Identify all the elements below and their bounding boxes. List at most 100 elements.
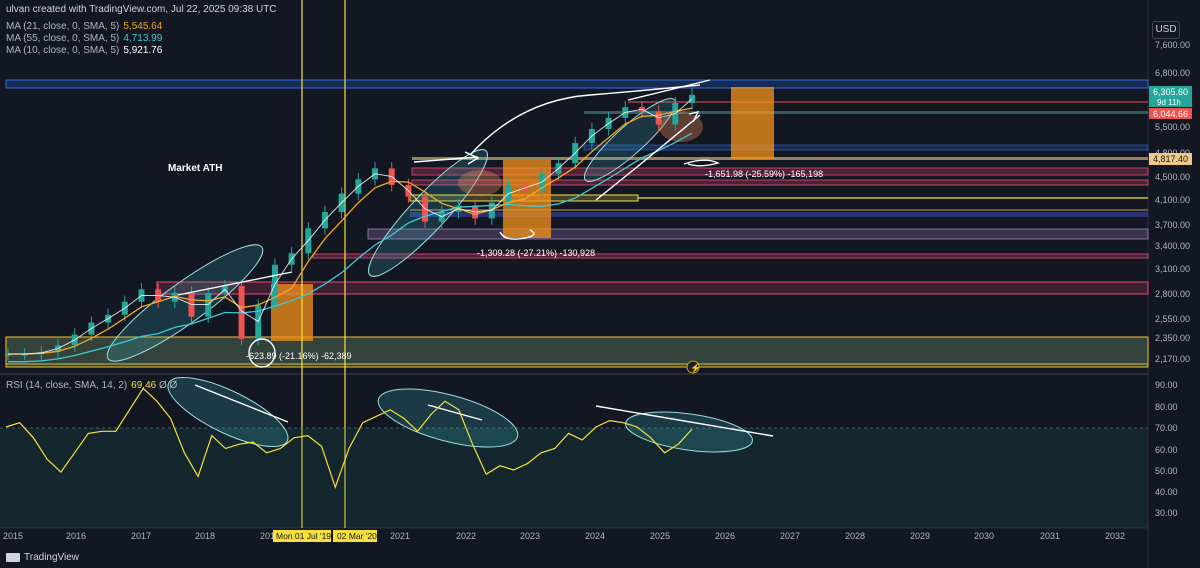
- drawing-arrow-head[interactable]: [464, 151, 480, 165]
- drawing-line-2025[interactable]: [627, 79, 711, 101]
- level-price-value: 4,817.40: [1153, 154, 1188, 164]
- time-tick-partial: 201: [260, 531, 275, 541]
- time-tick: 2015: [3, 531, 23, 541]
- rsi-axis[interactable]: 90.00 80.00 70.00 60.00 50.00 40.00 30.0…: [1155, 380, 1178, 518]
- zone-5900[interactable]: [584, 111, 1148, 114]
- last-price-tag[interactable]: [1149, 86, 1192, 107]
- candle-body[interactable]: [5, 354, 11, 356]
- trend-channel-1[interactable]: [96, 231, 273, 375]
- drawdown-label-3: -1,651.98 (-25.59%) -165,198: [705, 169, 823, 179]
- zone-2300[interactable]: [5, 336, 1149, 368]
- price-tick: 4,100.00: [1155, 195, 1190, 205]
- time-marker-label-bg-2[interactable]: [333, 530, 377, 542]
- zone-3250[interactable]: [312, 253, 1149, 259]
- rsi-tick: 60.00: [1155, 445, 1178, 455]
- rsi-legend[interactable]: RSI (14, close, SMA, 14, 2) 69.46 Ø Ø: [6, 380, 177, 391]
- alert-bolt-icon: ⚡: [690, 362, 701, 374]
- time-tick: 2031: [1040, 531, 1060, 541]
- drawing-scribble-2025[interactable]: [683, 159, 721, 167]
- rsi-trendline-1[interactable]: [194, 384, 289, 423]
- time-tick: 2024: [585, 531, 605, 541]
- drawing-arc-top[interactable]: [469, 84, 701, 156]
- drawdown-box-2019[interactable]: [271, 284, 313, 341]
- drawdown-box-2026[interactable]: [731, 87, 774, 159]
- countdown-value: 9d 11h: [1157, 98, 1181, 107]
- drawing-line-2018[interactable]: [177, 271, 293, 296]
- rsi-band: [0, 428, 1148, 528]
- time-tick: 2026: [715, 531, 735, 541]
- time-marker-label-bg-1[interactable]: [273, 530, 331, 542]
- price-tick: 7,600.00: [1155, 40, 1190, 50]
- level-price-tag[interactable]: [1149, 153, 1192, 165]
- time-marker-label-2: 02 Mar '20: [337, 531, 377, 541]
- rsi-trendline-2[interactable]: [427, 404, 483, 421]
- price-tick: 2,800.00: [1155, 289, 1190, 299]
- ma55-legend[interactable]: MA (55, close, 0, SMA, 5) 4,713.99: [6, 33, 162, 44]
- ma10-line[interactable]: [8, 98, 693, 355]
- time-tick: 2018: [195, 531, 215, 541]
- ma10-legend[interactable]: MA (10, close, 0, SMA, 5) 5,921.76: [6, 45, 162, 56]
- rsi-trendline-3[interactable]: [595, 405, 774, 437]
- rsi-label: RSI (14, close, SMA, 14, 2): [6, 380, 128, 391]
- time-axis[interactable]: 2015 2016 2017 2018 201 2021 2022 2023 2…: [3, 530, 1125, 542]
- drawing-circle-2019[interactable]: [248, 338, 276, 368]
- zone-4400[interactable]: [411, 179, 1149, 186]
- market-ath-label: Market ATH: [168, 163, 222, 174]
- candlestick-series[interactable]: [5, 88, 695, 361]
- chart-header: ulvan created with TradingView.com, Jul …: [6, 4, 277, 15]
- zone-6800[interactable]: [5, 79, 1149, 89]
- ma55-value: 4,713.99: [123, 33, 163, 44]
- circle-2025[interactable]: [659, 112, 703, 142]
- ma10-label: MA (10, close, 0, SMA, 5): [6, 45, 120, 56]
- price-tick: 5,500.00: [1155, 122, 1190, 132]
- time-tick: 2028: [845, 531, 865, 541]
- ma55-line[interactable]: [8, 132, 693, 363]
- ma55-label: MA (55, close, 0, SMA, 5): [6, 33, 120, 44]
- rsi-line[interactable]: [5, 387, 693, 490]
- time-tick: 2030: [974, 531, 994, 541]
- time-marker-label-1: Mon 01 Jul '19: [276, 531, 331, 541]
- freehand-drawings[interactable]: [177, 79, 721, 368]
- circle-top-2021[interactable]: [458, 170, 502, 196]
- ma21-legend[interactable]: MA (21, close, 0, SMA, 5) 5,545.64: [6, 21, 162, 32]
- rsi-tick: 40.00: [1155, 487, 1178, 497]
- currency-button[interactable]: USD: [1152, 21, 1180, 39]
- ma-price-tag[interactable]: [1149, 108, 1192, 119]
- time-tick: 2023: [520, 531, 540, 541]
- time-tick: 2029: [910, 531, 930, 541]
- zone-3900[interactable]: [410, 212, 1148, 217]
- tradingview-logo[interactable]: TradingView: [6, 552, 79, 563]
- zone-4817[interactable]: [412, 157, 1148, 160]
- drawing-arrow-up[interactable]: [595, 114, 701, 201]
- zone-4500[interactable]: [411, 167, 1149, 176]
- zone-3600[interactable]: [367, 228, 1149, 240]
- zone-2850[interactable]: [156, 281, 1149, 295]
- rsi-divergence-1[interactable]: [159, 364, 296, 460]
- price-tick: 3,100.00: [1155, 264, 1190, 274]
- level-zones: [5, 79, 1149, 368]
- ma21-line[interactable]: [8, 107, 693, 355]
- drawdown-label-1: -623.89 (-21.16%) -62,389: [246, 351, 352, 361]
- candle-body[interactable]: [21, 354, 28, 356]
- last-price-value: 6,305.60: [1153, 87, 1188, 97]
- zone-5000[interactable]: [583, 144, 1149, 151]
- drawing-arrow-up-head[interactable]: [688, 110, 700, 123]
- tv-brand: TradingView: [24, 552, 80, 563]
- time-tick: 2027: [780, 531, 800, 541]
- rsi-tick: 50.00: [1155, 466, 1178, 476]
- trend-channel-3[interactable]: [576, 89, 684, 190]
- alert-icon[interactable]: [686, 360, 700, 374]
- price-tick: 2,550.00: [1155, 314, 1190, 324]
- rsi-tick: 80.00: [1155, 402, 1178, 412]
- rsi-divergence-2[interactable]: [373, 377, 524, 459]
- ma-price-value: 6,044.66: [1153, 109, 1188, 119]
- time-tick: 2022: [456, 531, 476, 541]
- price-tick: 3,700.00: [1155, 220, 1190, 230]
- drawing-scribble-2022[interactable]: [499, 229, 535, 240]
- tv-logo-icon: [6, 552, 20, 562]
- time-tick: 2032: [1105, 531, 1125, 541]
- drawing-line-2021[interactable]: [413, 156, 479, 163]
- ma21-value: 5,545.64: [123, 21, 163, 32]
